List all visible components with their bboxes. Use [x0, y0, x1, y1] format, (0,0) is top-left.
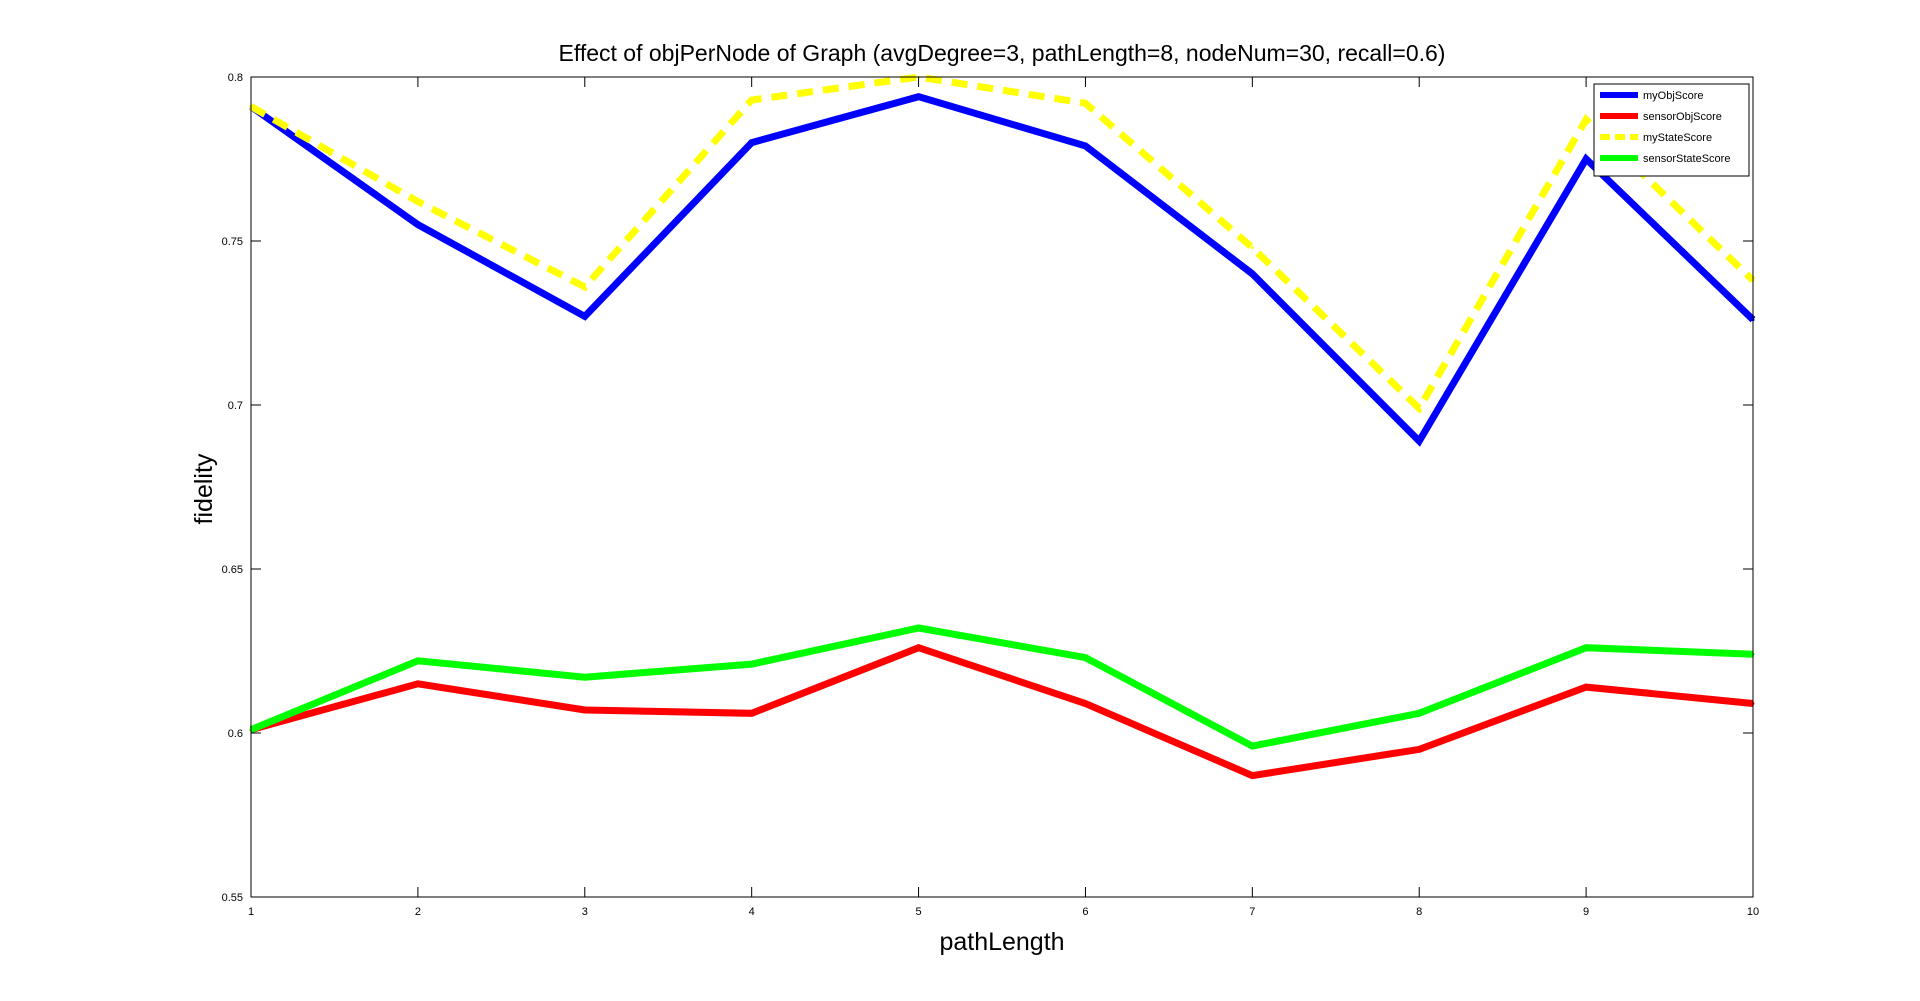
- data-point-sensorObjScore-3: [583, 708, 587, 712]
- x-tick-label: 10: [1747, 906, 1759, 918]
- data-point-sensorStateScore-8: [1417, 711, 1421, 715]
- data-point-myObjScore-9: [1584, 157, 1588, 161]
- x-tick-label: 3: [582, 906, 588, 918]
- data-point-sensorStateScore-4: [750, 662, 754, 666]
- x-axis-title: pathLength: [939, 928, 1064, 956]
- data-point-sensorStateScore-9: [1584, 646, 1588, 650]
- axes-box: [250, 76, 1754, 898]
- series-line-myObjScore: [248, 93, 1756, 447]
- data-point-sensorObjScore-9: [1584, 685, 1588, 689]
- series-line-sensorObjScore: [250, 643, 1754, 780]
- y-tick-label: 0.8: [228, 72, 243, 84]
- data-point-myStateScore-7: [1250, 246, 1254, 250]
- data-point-sensorObjScore-5: [917, 646, 921, 650]
- plot-background: [251, 77, 1753, 897]
- y-tick-label: 0.65: [222, 564, 243, 576]
- data-point-myObjScore-2: [416, 223, 420, 227]
- y-axis-title: fidelity: [190, 453, 218, 524]
- data-point-sensorObjScore-7: [1250, 774, 1254, 778]
- data-point-myStateScore-6: [1083, 101, 1087, 105]
- data-point-myObjScore-6: [1083, 144, 1087, 148]
- legend: myObjScore sensorObjScore myStateScore sens…: [1593, 83, 1750, 177]
- axes-layer: 1 2 3 4 5 6 7 8 9 10 0.55 0.6 0.65 0.7 0.75 0.8: [222, 72, 1760, 918]
- x-tick-label: 7: [1249, 906, 1255, 918]
- y-tick-label: 0.55: [222, 892, 243, 904]
- legend-label-myStateScore: myStateScore: [1643, 132, 1712, 144]
- x-tick-label: 8: [1416, 906, 1422, 918]
- y-tick-label: 0.7: [228, 400, 243, 412]
- chart-title: Effect of objPerNode of Graph (avgDegree…: [559, 40, 1446, 66]
- data-point-sensorObjScore-8: [1417, 747, 1421, 751]
- x-tick-label: 4: [749, 906, 755, 918]
- x-tick-label: 2: [415, 906, 421, 918]
- data-point-sensorStateScore-7: [1250, 744, 1254, 748]
- series-line-myStateScore: [249, 73, 1756, 414]
- data-point-sensorObjScore-2: [416, 682, 420, 686]
- data-point-myStateScore-2: [416, 200, 420, 204]
- data-point-myObjScore-8: [1417, 439, 1421, 443]
- data-point-myObjScore-5: [917, 95, 921, 99]
- series-layer: [248, 73, 1756, 780]
- data-point-sensorStateScore-6: [1083, 656, 1087, 660]
- y-tick-label: 0.6: [228, 728, 243, 740]
- series-line-sensorStateScore: [249, 624, 1754, 750]
- legend-label-sensorObjScore: sensorObjScore: [1643, 111, 1722, 123]
- data-point-myStateScore-8: [1417, 406, 1421, 410]
- data-point-myObjScore-7: [1250, 272, 1254, 276]
- plot-area: [251, 77, 1753, 897]
- data-point-myObjScore-4: [750, 141, 754, 145]
- legend-label-myObjScore: myObjScore: [1643, 90, 1704, 102]
- data-point-sensorStateScore-5: [917, 626, 921, 630]
- data-point-sensorObjScore-4: [750, 711, 754, 715]
- data-point-sensorStateScore-2: [416, 659, 420, 663]
- data-point-myStateScore-4: [750, 98, 754, 102]
- data-point-myObjScore-3: [583, 314, 587, 318]
- y-tick-label: 0.75: [222, 236, 243, 248]
- legend-label-sensorStateScore: sensorStateScore: [1643, 153, 1730, 165]
- data-point-sensorObjScore-6: [1083, 701, 1087, 705]
- x-tick-label: 9: [1583, 906, 1589, 918]
- data-point-myStateScore-3: [583, 285, 587, 289]
- x-tick-label: 5: [915, 906, 921, 918]
- x-tick-label: 6: [1082, 906, 1088, 918]
- x-tick-label: 1: [248, 906, 254, 918]
- data-point-sensorStateScore-3: [583, 675, 587, 679]
- data-point-myStateScore-9: [1584, 118, 1588, 122]
